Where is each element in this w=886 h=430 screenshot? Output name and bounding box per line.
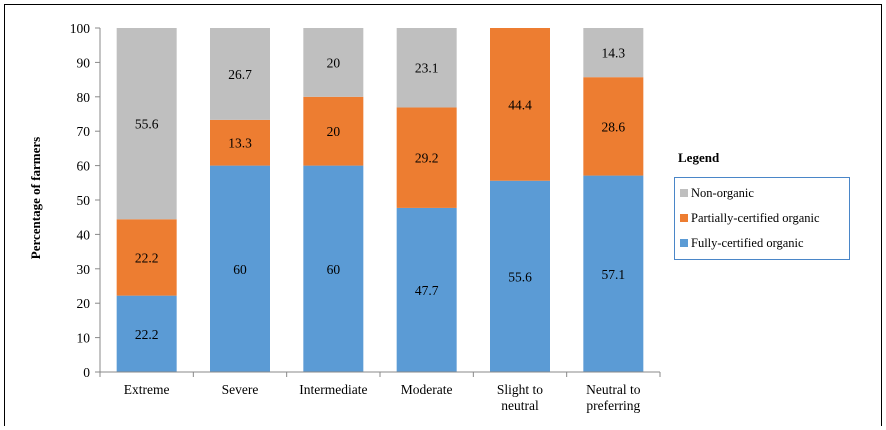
bar-segment-fully-certified-organic-1 <box>210 165 270 372</box>
bar-segment-fully-certified-organic-2 <box>303 165 364 372</box>
chart-frame <box>4 4 882 426</box>
y-tick-label: 40 <box>77 227 91 242</box>
legend-item: Fully-certified organic <box>680 235 804 251</box>
x-tick-label: Severe <box>222 382 259 397</box>
x-tick-label: Moderate <box>401 382 453 397</box>
bar-segment-fully-certified-organic-0 <box>116 295 177 372</box>
legend-label: Partially-certified organic <box>691 211 820 225</box>
legend-item: Partially-certified organic <box>680 210 820 226</box>
y-tick-label: 70 <box>77 124 91 139</box>
y-tick-label: 10 <box>77 331 91 346</box>
data-label: 60 <box>233 262 247 277</box>
data-label: 14.3 <box>602 46 626 61</box>
bar-segment-partially-certified-organic-1 <box>210 119 270 166</box>
data-label: 20 <box>327 55 341 70</box>
legend-label: Fully-certified organic <box>691 236 804 250</box>
bar-segment-fully-certified-organic-4 <box>490 180 550 372</box>
data-label: 55.6 <box>508 269 532 284</box>
legend-swatch <box>680 214 688 222</box>
data-label: 57.1 <box>602 267 626 282</box>
data-label: 26.7 <box>228 67 252 82</box>
bar-segment-non-organic-3 <box>396 28 457 108</box>
legend-item: Non-organic <box>680 185 754 201</box>
legend-label: Non-organic <box>691 186 754 200</box>
bar-segment-partially-certified-organic-4 <box>490 28 550 181</box>
bar-segment-non-organic-2 <box>303 28 364 97</box>
legend-title: Legend <box>678 150 720 165</box>
legend-swatch <box>680 239 688 247</box>
y-axis-label: Percentage of farmers <box>28 137 43 259</box>
data-label: 28.6 <box>602 119 626 134</box>
bar-segment-partially-certified-organic-5 <box>583 77 644 176</box>
data-label: 55.6 <box>135 117 159 132</box>
data-label: 22.2 <box>135 250 159 265</box>
bar-segment-fully-certified-organic-5 <box>583 175 644 372</box>
bar-segment-non-organic-1 <box>210 28 270 120</box>
data-label: 47.7 <box>415 283 439 298</box>
y-tick-label: 20 <box>77 296 91 311</box>
bar-segment-non-organic-5 <box>583 28 644 78</box>
data-label: 13.3 <box>228 136 252 151</box>
bar-segment-non-organic-0 <box>116 28 177 220</box>
bar-segment-partially-certified-organic-2 <box>303 96 364 166</box>
x-tick-label: Intermediate <box>299 382 367 397</box>
y-tick-label: 90 <box>77 55 91 70</box>
legend-swatch <box>680 189 688 197</box>
y-tick-label: 30 <box>77 262 91 277</box>
data-label: 60 <box>327 262 341 277</box>
legend: Non-organic Partially-certified organic Fu… <box>674 177 850 260</box>
data-label: 23.1 <box>415 61 439 76</box>
bar-segment-partially-certified-organic-3 <box>396 107 457 208</box>
x-tick-label: Extreme <box>124 382 170 397</box>
data-label: 20 <box>327 124 341 139</box>
bar-segment-partially-certified-organic-0 <box>116 219 177 296</box>
x-tick-label: Slight to neutral <box>497 382 543 413</box>
bar-segment-fully-certified-organic-3 <box>396 207 457 372</box>
data-label: 44.4 <box>508 97 532 112</box>
y-tick-label: 80 <box>77 90 91 105</box>
y-tick-label: 100 <box>70 21 91 36</box>
data-label: 22.2 <box>135 327 159 342</box>
y-tick-label: 0 <box>83 365 90 380</box>
y-tick-label: 60 <box>77 159 91 174</box>
x-tick-label: Neutral to preferring <box>586 382 641 413</box>
data-label: 29.2 <box>415 151 439 166</box>
y-tick-label: 50 <box>77 193 91 208</box>
